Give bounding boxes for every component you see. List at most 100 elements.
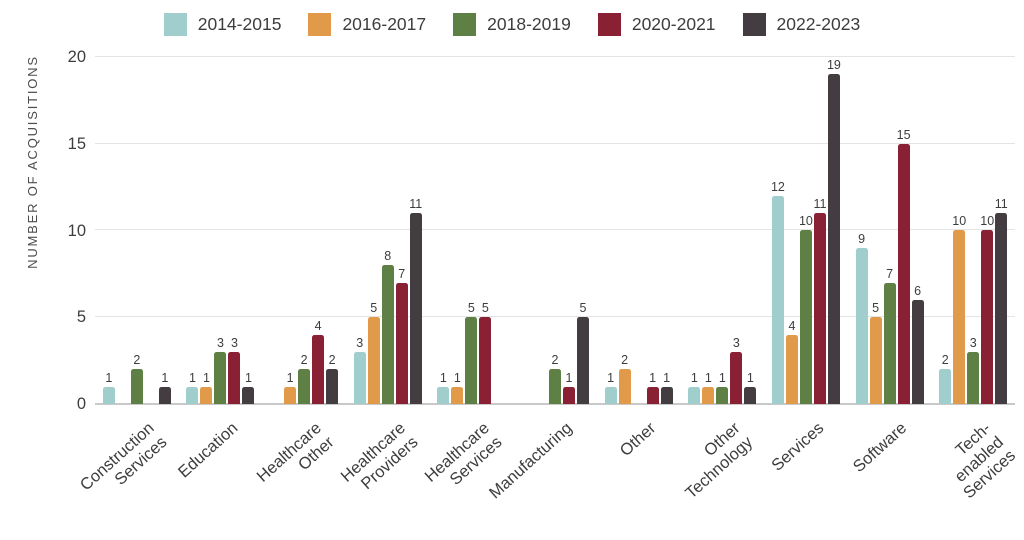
bar-2022-2023 — [660, 387, 673, 404]
legend-item-2016-2017: 2016-2017 — [308, 13, 426, 36]
bar-slot: 5 — [479, 300, 492, 404]
bar-2020-2021 — [646, 387, 659, 404]
bar-2016-2017 — [618, 369, 631, 404]
bar-value-label: 4 — [788, 318, 796, 333]
bar-slot: 11 — [994, 196, 1008, 404]
bar-value-label: 11 — [994, 196, 1008, 211]
bar-2014-2015 — [855, 248, 868, 404]
x-axis-label-text: Education — [174, 419, 242, 482]
x-axis-label: Software — [848, 414, 932, 540]
x-axis-label-text: Software — [850, 419, 911, 476]
chart-legend: 2014-2015 2016-2017 2018-2019 2020-2021 2022… — [0, 13, 1024, 36]
legend-swatch-icon — [453, 13, 477, 36]
legend-swatch-icon — [742, 13, 766, 36]
bar-slot: 4 — [785, 318, 798, 404]
bar-slot: 3 — [730, 335, 743, 404]
bar-value-label: 1 — [704, 370, 712, 385]
bar-2018-2019 — [549, 369, 562, 404]
bar-value-label: 7 — [886, 266, 894, 281]
bar-slot: 1 — [688, 371, 701, 404]
bar-2016-2017 — [451, 387, 464, 404]
bar-slot: 1 — [437, 370, 450, 404]
x-axis-label: Other — [597, 414, 681, 540]
x-axis-label: Healthcare Providers — [337, 414, 430, 540]
bar-2018-2019 — [298, 369, 311, 404]
bar-slot: 2 — [618, 353, 631, 404]
bar-value-label: 5 — [481, 300, 489, 315]
bar-value-label: 3 — [216, 335, 224, 350]
bar-value-label: 9 — [858, 231, 866, 246]
bar-slot: 1 — [186, 370, 199, 404]
legend-label: 2018-2019 — [487, 14, 571, 34]
bar-slot: 6 — [911, 283, 924, 404]
bar-value-label: 7 — [398, 266, 406, 281]
bar-slot: 10 — [952, 213, 967, 404]
bar-2020-2021 — [981, 230, 994, 404]
bar-value-label: 1 — [746, 370, 754, 385]
bar-2020-2021 — [479, 317, 492, 404]
x-axis-label-text: Healthcare Providers — [337, 419, 422, 493]
bar-slot: 11 — [813, 196, 827, 404]
bar-value-label: 1 — [188, 370, 196, 385]
x-axis-label: Tech-enabled Services — [931, 414, 1019, 540]
bar-2016-2017 — [869, 317, 882, 404]
bar-value-label: 3 — [732, 335, 740, 350]
bar-2018-2019 — [799, 230, 812, 404]
bar-2018-2019 — [967, 352, 980, 404]
legend-swatch-icon — [308, 13, 332, 36]
legend-item-2022-2023: 2022-2023 — [742, 13, 860, 36]
bar-groups: 1 2 1 1 1 3 3 1 1 2 4 2 3 5 8 7 11 1 1 5 5 2 1 5 1 2 1 1 1 1 1 3 1 12 4 10 1… — [95, 57, 1015, 404]
bar-2022-2023 — [744, 387, 757, 404]
bar-slot: 5 — [367, 300, 380, 404]
bar-value-label: 5 — [370, 300, 378, 315]
bar-2016-2017 — [200, 387, 213, 404]
bar-value-label: 11 — [813, 196, 827, 211]
legend-label: 2020-2021 — [631, 14, 716, 34]
bar-value-label: 2 — [300, 352, 308, 367]
bar-slot: 1 — [563, 371, 576, 404]
bar-slot: 5 — [577, 300, 590, 404]
bar-value-label: 6 — [914, 283, 922, 298]
legend-swatch-icon — [163, 13, 187, 36]
bar-value-label: 1 — [453, 370, 461, 385]
bar-slot: 1 — [702, 370, 715, 404]
bar-value-label: 2 — [551, 352, 559, 367]
bar-value-label: 5 — [467, 300, 475, 315]
bar-value-label: 5 — [579, 300, 587, 315]
bar-group: 12 4 10 11 19 — [764, 57, 848, 404]
bar-2022-2023 — [409, 213, 422, 404]
plot-area: 0 5 10 15 20 1 2 1 1 1 3 3 1 1 2 4 2 3 5 8 7 11 1 1 5 5 2 1 5 1 2 1 1 1 1 1… — [68, 48, 1015, 413]
x-axis-label-text: Tech-enabled Services — [951, 419, 1020, 503]
bar-2014-2015 — [102, 387, 115, 404]
bar-slot: 2 — [326, 353, 339, 404]
bar-slot: 7 — [395, 266, 408, 404]
bar-2014-2015 — [186, 387, 199, 404]
y-tick-label: 10 — [67, 221, 86, 240]
bar-slot: 3 — [353, 336, 366, 404]
bar-value-label: 2 — [941, 352, 949, 367]
bar-2020-2021 — [312, 335, 325, 404]
x-axis-label-text: Other Technology — [681, 419, 756, 503]
bar-2020-2021 — [813, 213, 826, 404]
legend-label: 2016-2017 — [342, 14, 427, 34]
bar-slot: 10 — [980, 214, 994, 404]
bar-slot: 2 — [549, 352, 562, 404]
x-axis-label: Construction Services — [77, 414, 179, 540]
bar-2014-2015 — [688, 387, 701, 404]
bar-value-label: 10 — [952, 213, 967, 228]
x-axis-label: Manufacturing — [486, 414, 597, 540]
bar-group: 9 5 7 15 6 — [848, 57, 932, 404]
bar-value-label: 5 — [872, 300, 880, 315]
bar-slot: 10 — [799, 214, 813, 404]
bar-2022-2023 — [158, 387, 171, 404]
gridline — [95, 316, 1015, 317]
bar-value-label: 2 — [133, 352, 141, 367]
y-tick-label: 0 — [76, 395, 86, 413]
bar-value-label: 1 — [439, 370, 447, 385]
bar-slot: 15 — [897, 128, 911, 404]
bar-value-label: 1 — [286, 370, 294, 385]
bar-2018-2019 — [381, 265, 394, 404]
bar-slot: 11 — [409, 197, 422, 404]
x-axis-label-text: Services — [767, 419, 827, 475]
